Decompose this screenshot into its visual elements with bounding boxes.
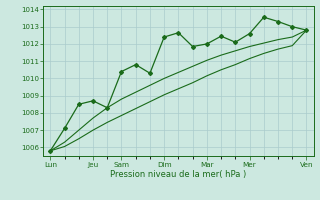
X-axis label: Pression niveau de la mer( hPa ): Pression niveau de la mer( hPa ) (110, 170, 246, 179)
